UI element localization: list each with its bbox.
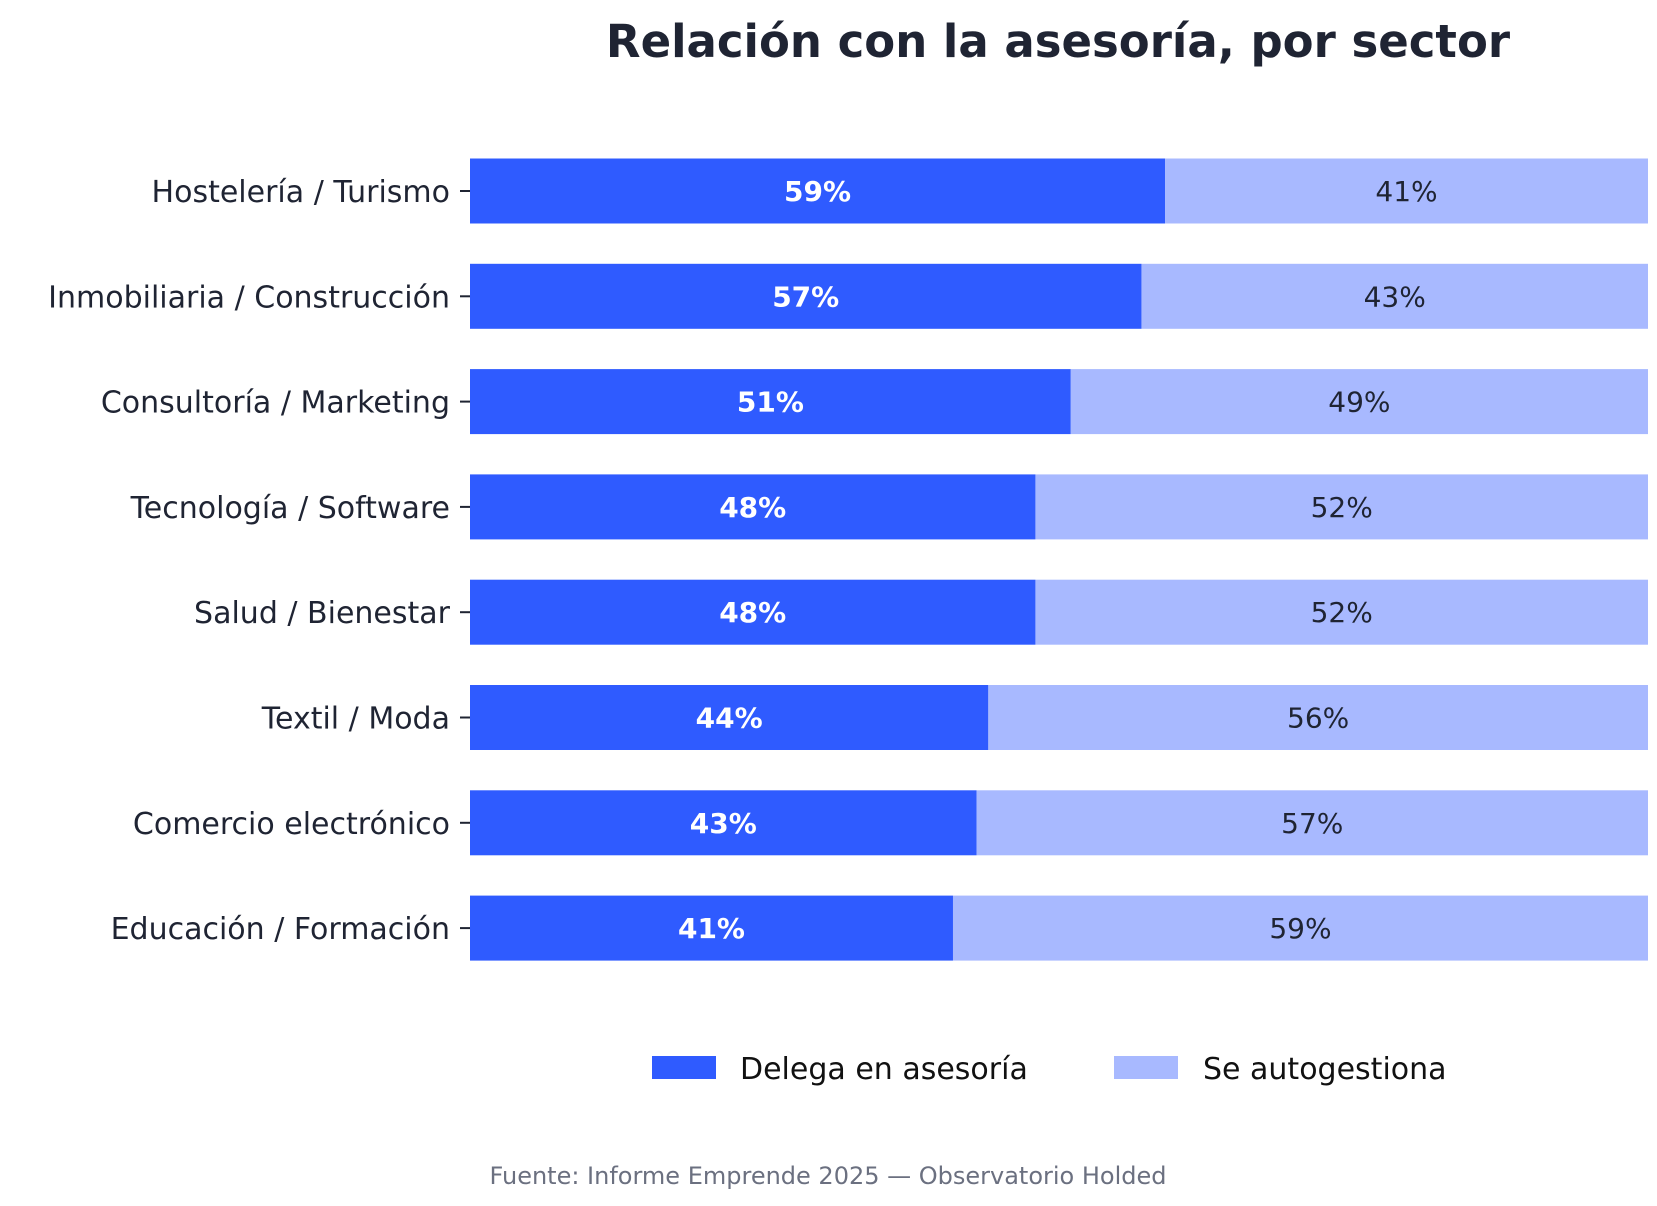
legend-swatch-autogestiona (1114, 1056, 1178, 1079)
bar-autogestiona-hosteleria-turismo (1165, 158, 1648, 224)
value-label-autogestiona-hosteleria-turismo: 41% (1375, 175, 1437, 208)
value-label-autogestiona-comercio-electronico: 57% (1281, 807, 1343, 840)
bar-delega-tecnologia-software (470, 474, 1036, 540)
source-note: Fuente: Informe Emprende 2025 — Observat… (489, 1162, 1166, 1190)
value-label-autogestiona-tecnologia-software: 52% (1311, 491, 1373, 524)
category-label-consultoria-marketing: Consultoría / Marketing (101, 386, 450, 421)
value-label-delega-comercio-electronico: 43% (690, 807, 757, 840)
bar-delega-comercio-electronico (470, 790, 977, 856)
bar-autogestiona-tecnologia-software (1035, 474, 1648, 540)
bar-delega-hosteleria-turismo (470, 158, 1166, 224)
legend-swatch-delega (652, 1056, 716, 1079)
category-label-hosteleria-turismo: Hostelería / Turismo (152, 175, 450, 210)
value-label-autogestiona-educacion-formacion: 59% (1269, 912, 1331, 945)
bar-autogestiona-comercio-electronico (976, 790, 1648, 856)
value-label-delega-educacion-formacion: 41% (678, 912, 745, 945)
bar-autogestiona-salud-bienestar (1035, 579, 1648, 645)
bar-delega-textil-moda (470, 685, 989, 750)
category-label-comercio-electronico: Comercio electrónico (133, 807, 450, 842)
bar-autogestiona-inmobiliaria-construccion (1141, 263, 1648, 329)
category-label-textil-moda: Textil / Moda (261, 702, 450, 737)
chart-title: Relación con la asesoría, por sector (606, 15, 1511, 68)
bar-autogestiona-consultoria-marketing (1070, 369, 1648, 435)
bar-autogestiona-educacion-formacion (952, 895, 1648, 961)
value-label-delega-tecnologia-software: 48% (719, 491, 786, 524)
category-label-educacion-formacion: Educación / Formación (111, 912, 450, 947)
legend: Delega en asesoría Se autogestiona (652, 1052, 1447, 1087)
category-label-inmobiliaria-construccion: Inmobiliaria / Construcción (48, 280, 450, 315)
value-label-autogestiona-consultoria-marketing: 49% (1328, 386, 1390, 419)
value-label-delega-salud-bienestar: 48% (719, 596, 786, 629)
bar-delega-educacion-formacion (470, 895, 953, 961)
bar-autogestiona-textil-moda (988, 685, 1648, 750)
value-label-autogestiona-inmobiliaria-construccion: 43% (1364, 280, 1426, 313)
legend-label-delega: Delega en asesoría (740, 1052, 1028, 1087)
value-label-delega-inmobiliaria-construccion: 57% (772, 280, 839, 313)
legend-label-autogestiona: Se autogestiona (1203, 1052, 1447, 1087)
bars-layer: Hostelería / Turismo 59% 41% Inmobiliaria /… (48, 158, 1648, 961)
bar-delega-consultoria-marketing (470, 369, 1071, 435)
bar-delega-inmobiliaria-construccion (470, 263, 1142, 329)
value-label-delega-textil-moda: 44% (696, 702, 763, 735)
value-label-autogestiona-textil-moda: 56% (1287, 702, 1349, 735)
value-label-delega-hosteleria-turismo: 59% (784, 175, 851, 208)
category-label-tecnologia-software: Tecnología / Software (130, 491, 450, 526)
value-label-autogestiona-salud-bienestar: 52% (1311, 596, 1373, 629)
bar-delega-salud-bienestar (470, 579, 1036, 645)
value-label-delega-consultoria-marketing: 51% (737, 386, 804, 419)
category-label-salud-bienestar: Salud / Bienestar (194, 596, 451, 631)
